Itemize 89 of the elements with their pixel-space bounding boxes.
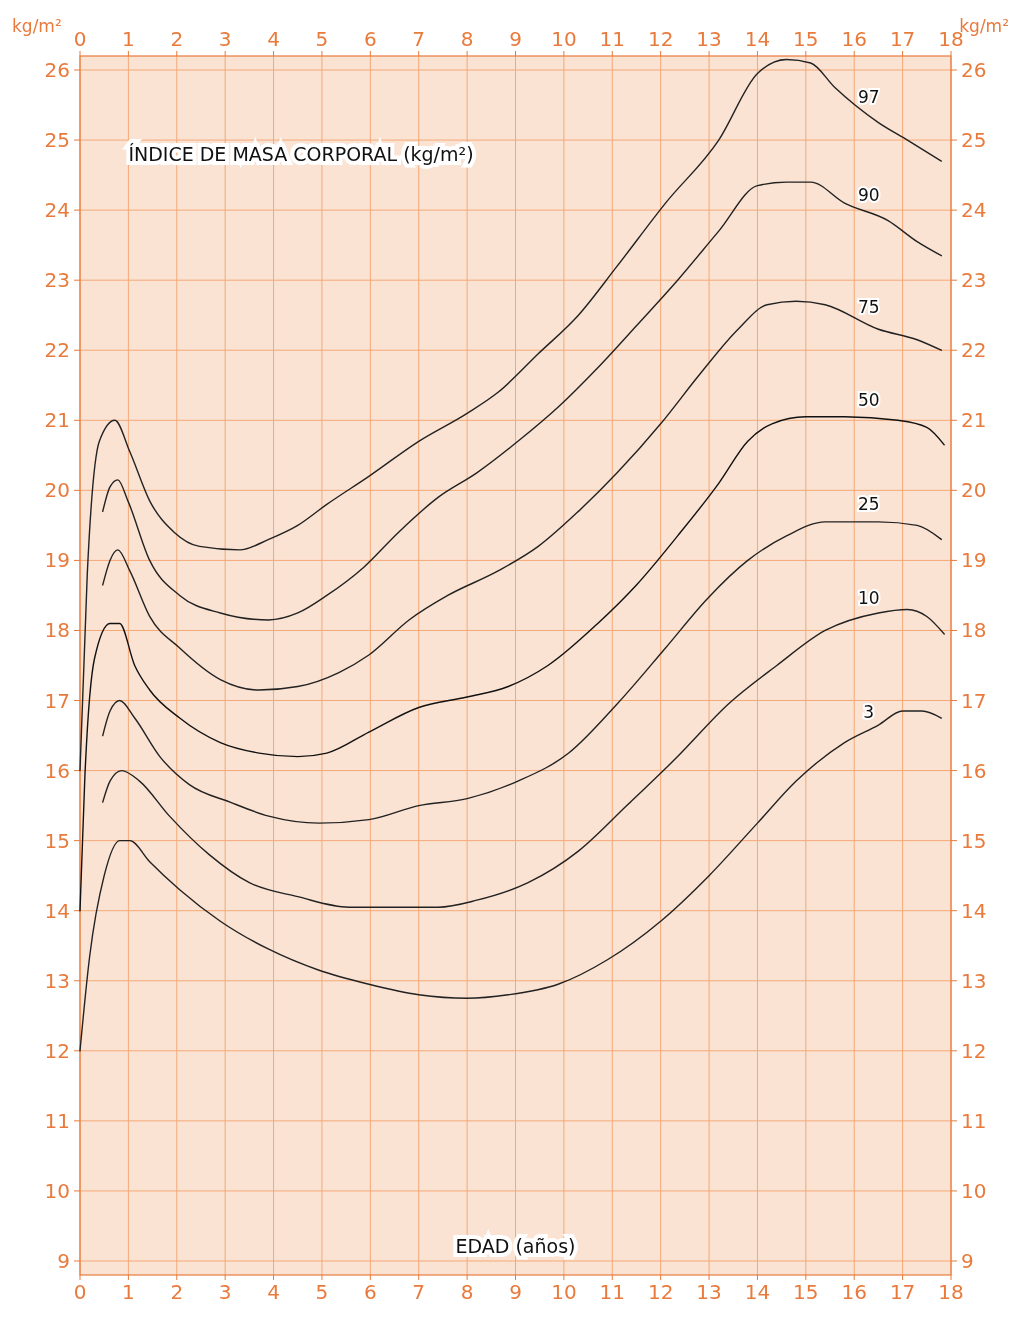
x2-tick-label: 7: [412, 27, 426, 51]
y-tick-label: 14: [44, 898, 70, 923]
y-tick-label: 13: [44, 968, 70, 993]
x2-tick-label: 0: [73, 27, 87, 51]
x-tick-label: 12: [647, 1280, 674, 1304]
x-tick-label: 2: [170, 1280, 184, 1304]
x-tick-label: 10: [551, 1280, 577, 1304]
x-tick-label: 6: [363, 1280, 377, 1304]
series-label: 97: [857, 86, 880, 107]
x2-tick-label: 4: [267, 27, 280, 51]
line-series: [102, 608, 945, 908]
y-tick-label: 21: [44, 408, 70, 433]
line-series: [79, 58, 943, 772]
y2-tick-label: 14: [961, 898, 987, 923]
x-tick-label: 7: [412, 1280, 426, 1304]
x2-tick-label: 5: [315, 27, 329, 51]
text: ÍNDICE DE MASA CORPORAL (kg/m²): [128, 143, 474, 166]
x2-tick-label: 8: [460, 27, 474, 51]
y2-tick-label: 15: [961, 828, 987, 853]
x2-tick-label: 9: [509, 27, 522, 51]
y2-tick-label: 25: [961, 128, 987, 153]
line-series: [102, 181, 943, 621]
y-tick-label: 9: [57, 1248, 70, 1273]
y2-tick-label: 16: [961, 758, 987, 783]
x2-tick-label: 16: [841, 27, 867, 51]
y-tick-label: 11: [44, 1108, 70, 1133]
x2-tick-label: 17: [889, 27, 916, 51]
y-tick-label: 24: [44, 198, 70, 223]
x-tick-label: 1: [122, 1280, 135, 1304]
series-label: 3: [863, 702, 875, 723]
x-tick-label: 13: [696, 1280, 722, 1304]
y2-tick-label: 9: [961, 1248, 974, 1273]
y2-tick-label: 17: [961, 688, 987, 713]
series-label: 50: [857, 390, 880, 411]
x2-tick-label: 11: [599, 27, 625, 51]
x-axis-title: EDAD (años): [455, 1235, 576, 1257]
line-series: [102, 521, 943, 824]
x2-tick-label: 3: [218, 27, 232, 51]
y2-tick-label: 20: [961, 478, 987, 503]
x-tick-label: 8: [460, 1280, 474, 1304]
y2-tick-label: 24: [961, 198, 987, 223]
y2-tick-label: 19: [961, 548, 987, 573]
y2-tick-label: 22: [961, 338, 987, 363]
y-tick-label: 17: [44, 688, 70, 713]
y-tick-label: 10: [44, 1178, 70, 1203]
y-tick-label: 15: [44, 828, 70, 853]
y-tick-label: 23: [44, 268, 70, 293]
x-tick-label: 16: [841, 1280, 867, 1304]
y-tick-label: 25: [44, 128, 70, 153]
series-label: 75: [857, 296, 880, 317]
x2-tick-label: 2: [170, 27, 184, 51]
x-tick-label: 15: [793, 1280, 819, 1304]
x-tick-label: 0: [73, 1280, 87, 1304]
y2-tick-label: 12: [961, 1038, 987, 1063]
y2-tick-label: 23: [961, 268, 987, 293]
y2-tick-label: 21: [961, 408, 987, 433]
x-tick-label: 11: [599, 1280, 625, 1304]
x-tick-label: 3: [218, 1280, 232, 1304]
y-tick-label: 20: [44, 478, 70, 503]
y-axis-title: kg/m²: [12, 16, 62, 36]
x-tick-label: 5: [315, 1280, 329, 1304]
y-tick-label: 26: [44, 58, 70, 83]
line-series: [79, 416, 945, 912]
x-tick-label: 4: [267, 1280, 280, 1304]
series-label: 90: [857, 184, 880, 205]
x2-tick-label: 15: [793, 27, 819, 51]
x2-tick-label: 6: [363, 27, 377, 51]
x2-tick-label: 1: [122, 27, 135, 51]
series-label: 25: [857, 493, 880, 514]
y2-tick-label: 26: [961, 58, 987, 83]
y2-tick-label: 10: [961, 1178, 987, 1203]
y2-tick-label: 13: [961, 968, 987, 993]
y-tick-label: 19: [44, 548, 70, 573]
x-tick-label: 18: [938, 1280, 964, 1304]
y2-tick-label: 18: [961, 618, 987, 643]
x2-tick-label: 13: [696, 27, 722, 51]
y2-tick-label: 11: [961, 1108, 987, 1133]
x2-tick-label: 10: [551, 27, 577, 51]
x2-tick-label: 14: [744, 27, 771, 51]
x2-tick-label: 12: [647, 27, 674, 51]
y-tick-label: 12: [44, 1038, 70, 1063]
x-tick-label: 17: [889, 1280, 916, 1304]
x-tick-label: 14: [744, 1280, 771, 1304]
line-series: [102, 300, 943, 691]
x-tick-label: 9: [509, 1280, 522, 1304]
y-tick-label: 22: [44, 338, 70, 363]
y-tick-label: 16: [44, 758, 70, 783]
y-tick-label: 18: [44, 618, 70, 643]
series-label: 10: [857, 588, 880, 609]
